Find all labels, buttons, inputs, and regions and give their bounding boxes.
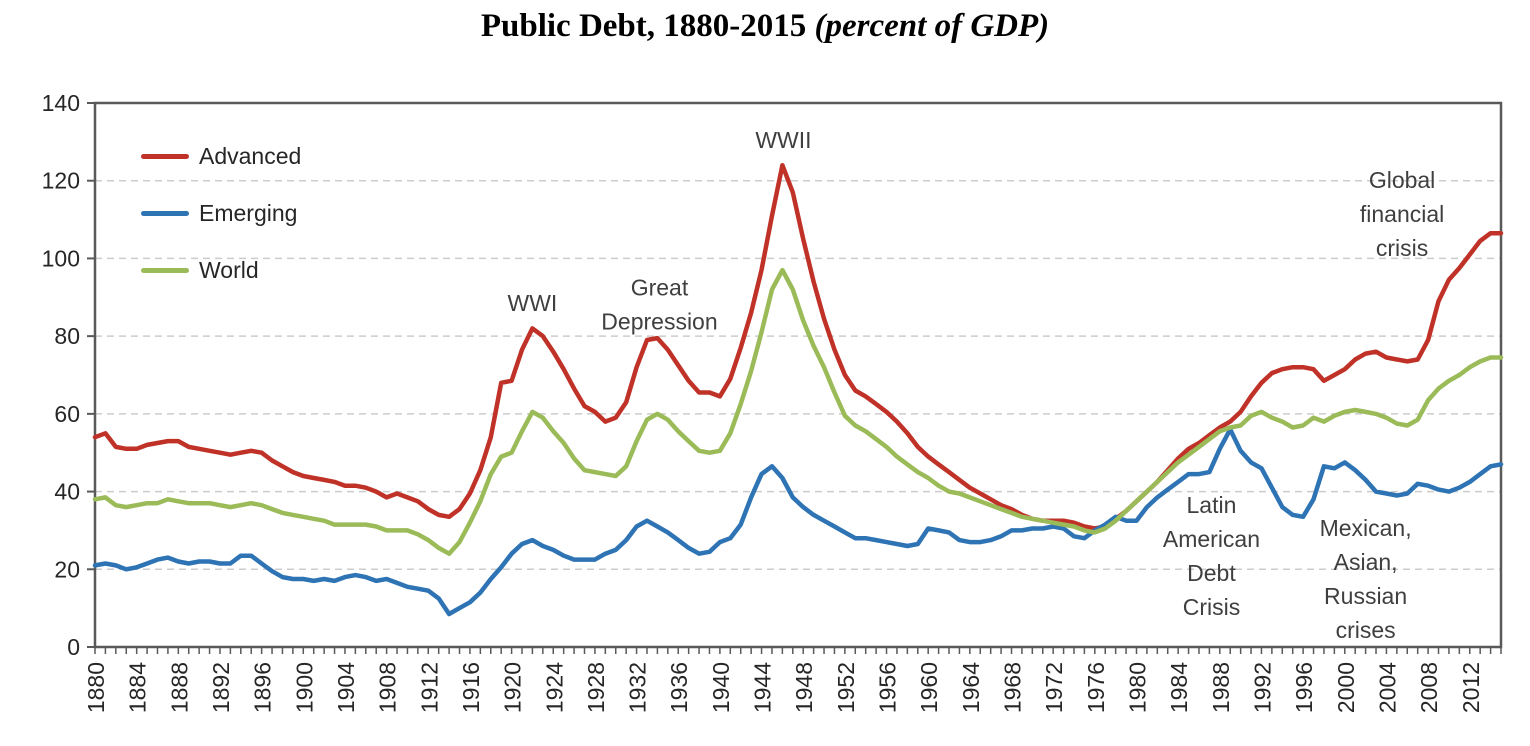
legend-item-world: World <box>141 251 301 289</box>
series-line-emerging <box>92 427 1504 617</box>
annotation-global-financial-crisis: Global financial crisis <box>1360 167 1444 261</box>
x-tick-label-1992: 1992 <box>1249 662 1275 713</box>
x-tick-label-1996: 1996 <box>1291 662 1317 713</box>
x-tick-label-2004: 2004 <box>1374 662 1400 713</box>
y-tick-label-100: 100 <box>42 245 80 271</box>
y-tick-label-80: 80 <box>54 323 80 349</box>
x-axis: 1880 1884 1888 1892 1896 1900 1904 1908 1912 1916… <box>83 647 1502 713</box>
y-tick-label-40: 40 <box>54 479 80 505</box>
y-axis: 0 20 40 60 80 100 120 140 <box>42 90 95 660</box>
x-tick-label-1948: 1948 <box>791 662 817 713</box>
x-tick-label-1884: 1884 <box>125 662 151 713</box>
x-tick-label-1976: 1976 <box>1083 662 1109 713</box>
x-tick-label-1968: 1968 <box>1000 662 1026 713</box>
x-tick-label-1904: 1904 <box>333 662 359 713</box>
legend-item-emerging: Emerging <box>141 194 301 232</box>
x-tick-label-1964: 1964 <box>958 662 984 713</box>
x-tick-label-1944: 1944 <box>750 662 776 713</box>
chart-title-main: Public Debt, 1880-2015 <box>480 8 815 44</box>
annotation-mexican-asian-russian-crises: Mexican, Asian, Russian crises <box>1320 515 1412 643</box>
x-tick-label-1980: 1980 <box>1124 662 1150 713</box>
legend-swatch-advanced <box>141 153 189 159</box>
x-tick-label-2008: 2008 <box>1416 662 1442 713</box>
gridlines <box>95 179 1501 571</box>
series-line-advanced <box>92 162 1504 531</box>
x-tick-label-1924: 1924 <box>541 662 567 713</box>
x-tick-label-1916: 1916 <box>458 662 484 713</box>
y-tick-label-60: 60 <box>54 401 80 427</box>
legend-label-advanced: Advanced <box>199 142 302 169</box>
legend-swatch-world <box>141 267 189 273</box>
x-tick-label-1932: 1932 <box>625 662 651 713</box>
annotation-wwi: WWI <box>508 290 558 316</box>
y-tick-label-140: 140 <box>42 90 80 116</box>
y-tick-label-20: 20 <box>54 556 80 582</box>
x-tick-label-1972: 1972 <box>1041 662 1067 713</box>
legend-label-emerging: Emerging <box>199 199 298 226</box>
chart-title: Public Debt, 1880-2015 (percent of GDP) <box>0 8 1530 45</box>
annotation-great-depression: Great Depression <box>601 275 717 335</box>
annotation-wwii: WWII <box>755 127 811 153</box>
annotation-latin-american-debt-crisis: Latin American Debt Crisis <box>1163 492 1260 620</box>
legend-label-world: World <box>199 256 259 283</box>
x-tick-label-1892: 1892 <box>208 662 234 713</box>
x-tick-label-1936: 1936 <box>666 662 692 713</box>
x-tick-label-1988: 1988 <box>1208 662 1234 713</box>
x-tick-label-1952: 1952 <box>833 662 859 713</box>
x-tick-label-1960: 1960 <box>916 662 942 713</box>
legend-item-advanced: Advanced <box>141 137 301 175</box>
x-tick-label-1880: 1880 <box>83 662 109 713</box>
x-tick-label-1956: 1956 <box>875 662 901 713</box>
legend-swatch-emerging <box>141 210 189 216</box>
y-tick-label-120: 120 <box>42 168 80 194</box>
x-tick-label-2000: 2000 <box>1333 662 1359 713</box>
chart-legend: Advanced Emerging World <box>141 137 301 289</box>
x-tick-label-1888: 1888 <box>166 662 192 713</box>
x-tick-label-2012: 2012 <box>1458 662 1484 713</box>
x-tick-label-1900: 1900 <box>291 662 317 713</box>
chart-title-units: (percent of GDP) <box>814 8 1050 44</box>
x-tick-label-1984: 1984 <box>1166 662 1192 713</box>
plot-frame <box>93 101 1503 649</box>
x-tick-label-1920: 1920 <box>500 662 526 713</box>
x-tick-label-1940: 1940 <box>708 662 734 713</box>
x-tick-label-1908: 1908 <box>375 662 401 713</box>
x-tick-label-1896: 1896 <box>250 662 276 713</box>
series-line-world <box>92 267 1504 556</box>
x-tick-label-1912: 1912 <box>416 662 442 713</box>
x-tick-label-1928: 1928 <box>583 662 609 713</box>
y-tick-label-0: 0 <box>67 634 80 660</box>
